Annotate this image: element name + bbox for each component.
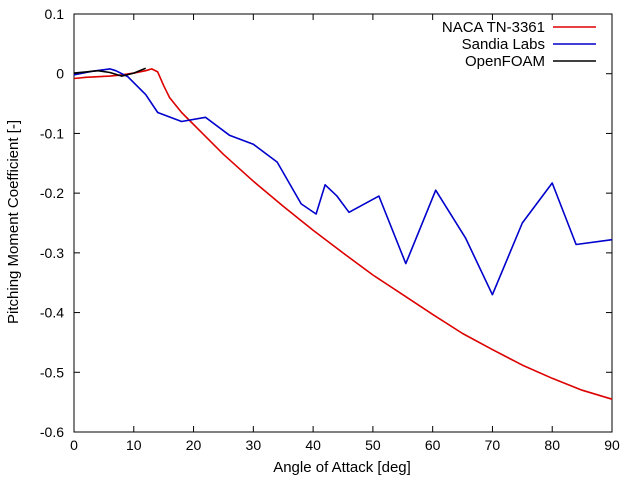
legend-label: NACA TN-3361 [442, 19, 545, 36]
series-line-sandia-labs [73, 68, 613, 296]
x-tick-label: 20 [186, 437, 202, 453]
y-tick-label: -0.6 [40, 424, 64, 440]
x-axis-title: Angle of Attack [deg] [273, 459, 411, 476]
legend-label: OpenFOAM [465, 53, 545, 70]
series-line-naca-tn-3361 [73, 68, 613, 400]
y-tick-label: -0.4 [40, 305, 64, 321]
plot-frame [73, 13, 613, 433]
x-tick-label: 40 [305, 437, 321, 453]
series-line-openfoam [73, 67, 146, 77]
axes: 0 10 20 30 40 50 60 70 80 90 -0.6 -0.5 -0.4 -0.3 -0.2 -… [40, 6, 620, 453]
series-lines [73, 67, 613, 400]
y-tick-label: 0.1 [45, 6, 65, 22]
x-tick-label: 70 [485, 437, 501, 453]
legend-label: Sandia Labs [462, 36, 545, 53]
y-axis-title: Pitching Moment Coefficient [-] [5, 120, 22, 324]
y-tick-label: -0.2 [40, 185, 64, 201]
x-tick-label: 80 [544, 437, 560, 453]
y-tick-label: -0.5 [40, 364, 64, 380]
x-tick-label: 0 [70, 437, 78, 453]
x-tick-label: 60 [425, 437, 441, 453]
x-tick-label: 50 [365, 437, 381, 453]
y-tick-label: -0.3 [40, 245, 64, 261]
x-tick-label: 10 [126, 437, 142, 453]
x-tick-label: 30 [246, 437, 262, 453]
x-tick-label: 90 [604, 437, 620, 453]
y-tick-label: 0 [56, 66, 64, 82]
y-tick-label: -0.1 [40, 125, 64, 141]
